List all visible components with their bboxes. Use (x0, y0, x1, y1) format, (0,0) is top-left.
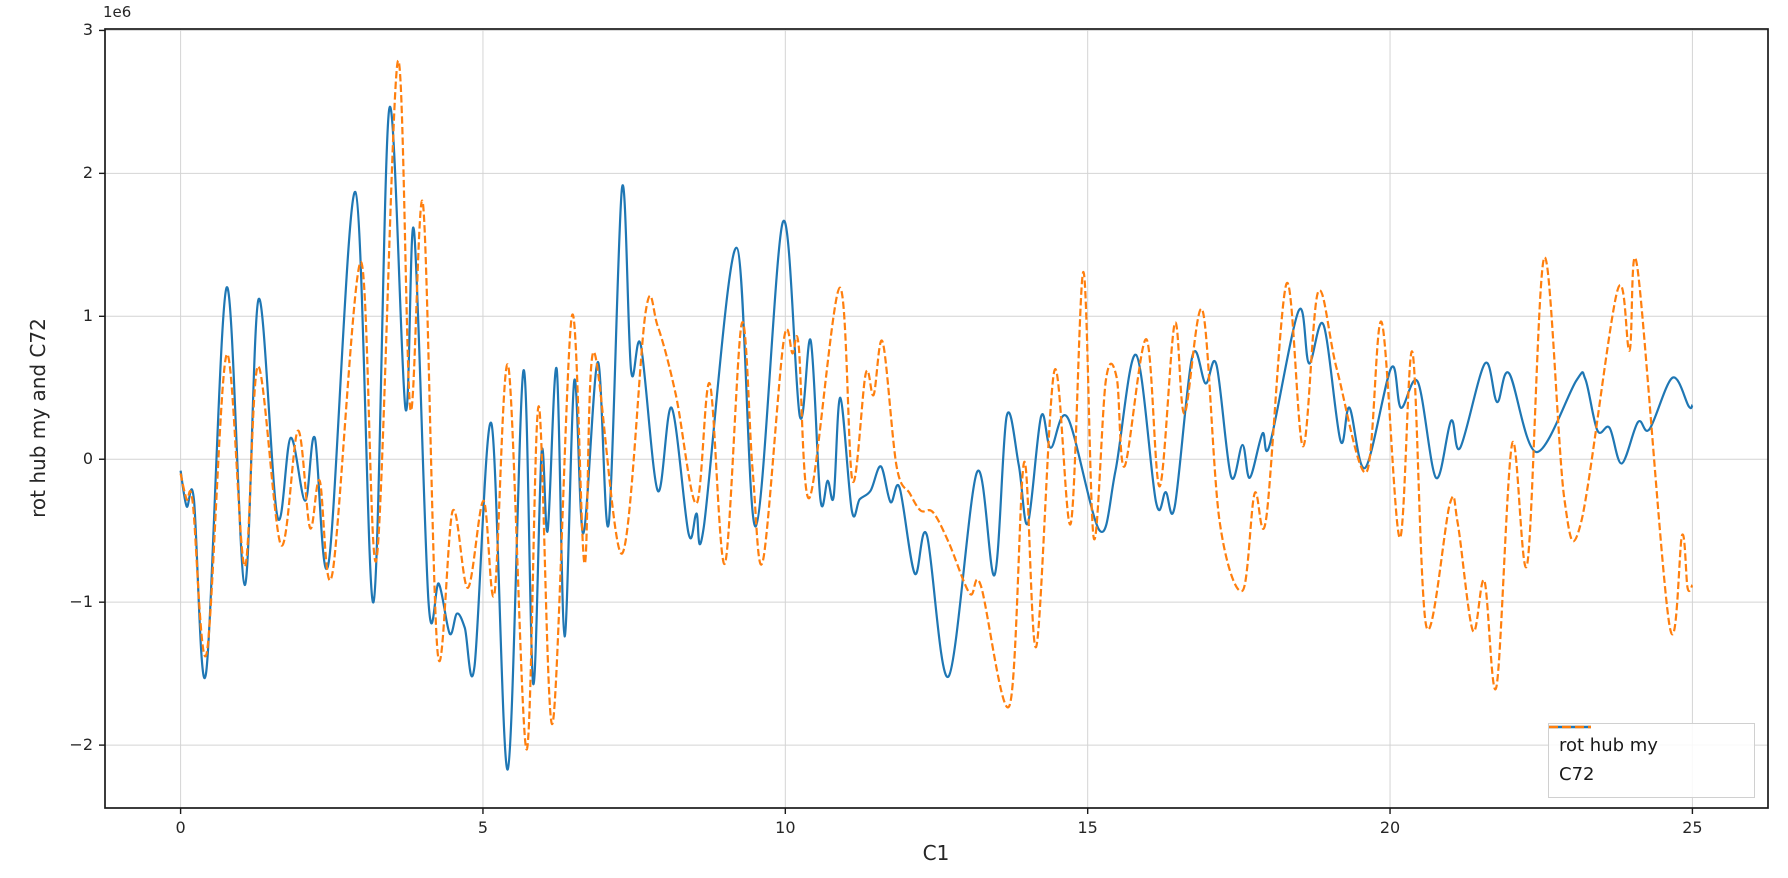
y-tick-label: 3 (82, 20, 93, 40)
plot-area (105, 29, 1768, 808)
x-tick-label: 20 (1379, 818, 1401, 837)
series-line-c72 (179, 59, 1694, 751)
x-axis-label: C1 (922, 841, 950, 865)
dashed-line-swatch-icon (1549, 725, 1591, 729)
legend-label: C72 (1559, 764, 1595, 785)
y-axis-label: rot hub my and C72 (26, 318, 50, 518)
x-tick-label: 10 (775, 818, 796, 837)
x-tick-label: 25 (1682, 818, 1703, 837)
x-tick-label: 0 (175, 818, 186, 837)
y-tick-label: 1 (82, 306, 93, 326)
y-tick-label: −2 (69, 735, 93, 755)
axes-spines (104, 28, 1769, 809)
y-axis-offset-label: 1e6 (103, 3, 132, 21)
x-tick-label: 15 (1077, 818, 1098, 837)
y-tick-label: 0 (82, 449, 93, 469)
x-tick-label: 5 (477, 818, 489, 837)
y-tick-label: 2 (82, 163, 93, 183)
y-tick-label: −1 (69, 592, 93, 612)
legend-label: rot hub my (1559, 735, 1658, 756)
legend: rot hub my C72 (1548, 723, 1755, 798)
legend-entry-rot-hub-my: rot hub my (1549, 725, 1744, 756)
legend-entry-c72: C72 (1549, 725, 1744, 785)
